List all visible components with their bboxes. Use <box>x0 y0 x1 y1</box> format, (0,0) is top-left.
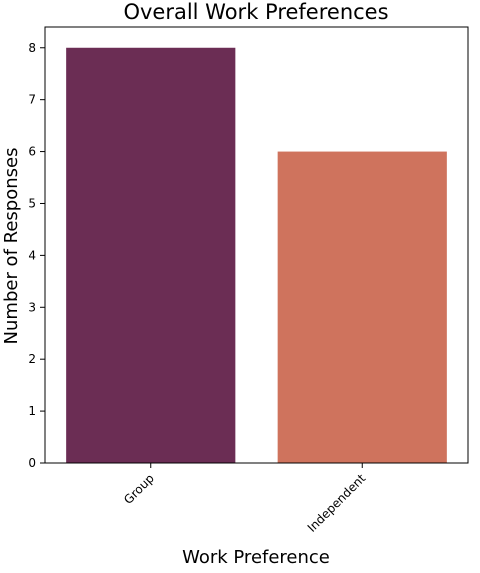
y-tick-label: 7 <box>28 93 36 107</box>
y-tick-label: 6 <box>28 145 36 159</box>
y-axis-label: Number of Responses <box>1 148 22 345</box>
bars-group <box>66 47 447 464</box>
bar-group <box>66 47 236 464</box>
x-tick-label: Group <box>121 471 157 507</box>
x-tick-label: Independent <box>305 471 369 535</box>
bar-independent <box>277 151 447 464</box>
y-tick-label: 5 <box>28 196 36 210</box>
y-tick-label: 1 <box>28 404 36 418</box>
y-tick-label: 2 <box>28 352 36 366</box>
y-tick-label: 4 <box>28 248 36 262</box>
plot-frame <box>44 26 469 464</box>
y-tick-label: 0 <box>28 456 36 470</box>
chart-title: Overall Work Preferences <box>123 0 388 24</box>
x-axis-label: Work Preference <box>182 547 330 568</box>
y-tick-label: 8 <box>28 41 36 55</box>
x-axis: Group Independent <box>121 463 369 535</box>
y-axis: 0 1 2 3 4 5 6 7 8 <box>28 41 45 470</box>
y-tick-label: 3 <box>28 300 36 314</box>
